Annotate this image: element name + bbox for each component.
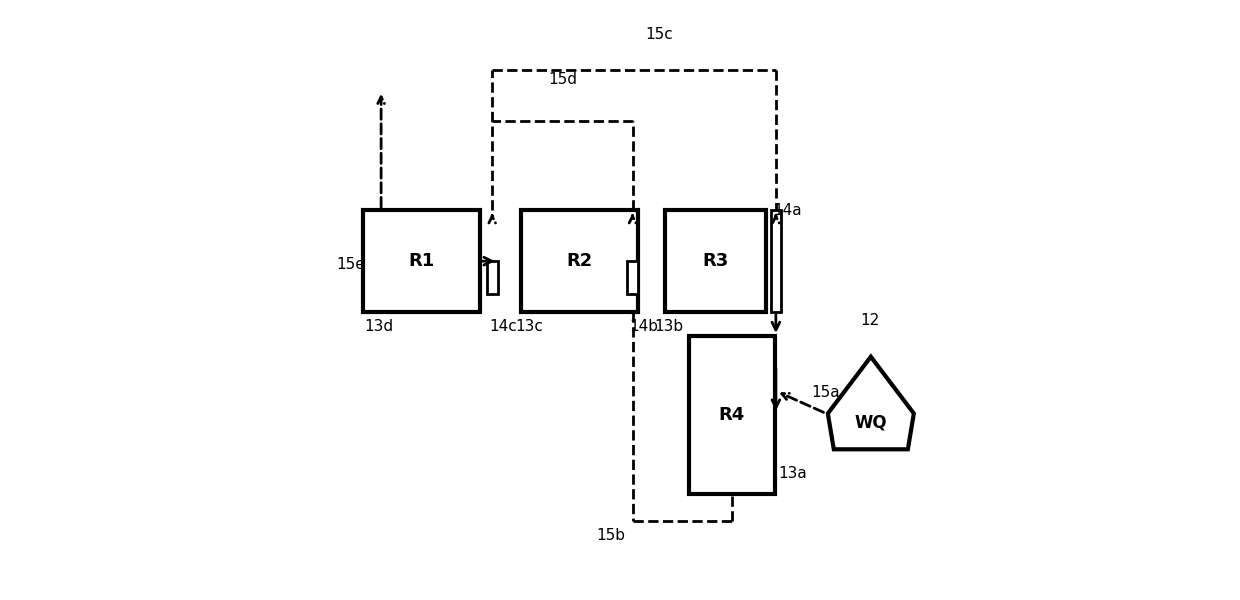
Bar <box>688 336 775 494</box>
Text: 15d: 15d <box>548 71 578 86</box>
Text: 15a: 15a <box>811 385 839 400</box>
Bar <box>487 261 497 294</box>
Text: R4: R4 <box>719 406 745 424</box>
Bar <box>770 211 781 312</box>
Text: R2: R2 <box>567 252 593 270</box>
Text: 15e: 15e <box>336 257 365 272</box>
Polygon shape <box>828 357 914 449</box>
Bar <box>627 261 637 294</box>
Bar <box>363 211 480 312</box>
Text: 14b: 14b <box>629 319 658 334</box>
Text: 13b: 13b <box>655 319 683 334</box>
Text: 15c: 15c <box>646 27 673 42</box>
Text: 14a: 14a <box>774 203 802 218</box>
Text: 13c: 13c <box>516 319 543 334</box>
Text: 13d: 13d <box>365 319 393 334</box>
Text: WQ: WQ <box>854 413 887 431</box>
Text: 15b: 15b <box>596 529 625 544</box>
Text: R1: R1 <box>408 252 434 270</box>
Bar <box>522 211 637 312</box>
Text: R3: R3 <box>702 252 729 270</box>
Bar <box>665 211 766 312</box>
Text: 14c: 14c <box>490 319 517 334</box>
Text: 12: 12 <box>861 313 879 328</box>
Text: 13a: 13a <box>779 466 807 481</box>
